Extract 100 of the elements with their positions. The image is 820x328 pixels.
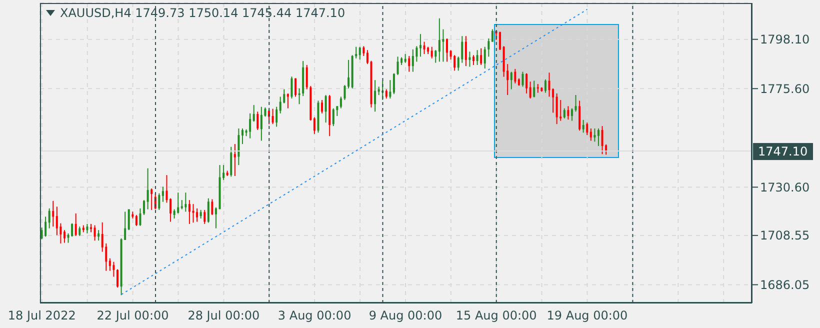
y-tick-label: 1775.60 bbox=[760, 82, 810, 96]
y-tick-label: 1730.60 bbox=[760, 180, 810, 194]
x-tick-label: 15 Aug 00:00 bbox=[456, 308, 537, 323]
candlestick bbox=[389, 80, 392, 99]
candlestick bbox=[570, 108, 573, 122]
candlestick bbox=[135, 214, 138, 226]
candlestick bbox=[204, 209, 206, 224]
candlestick bbox=[586, 122, 588, 136]
candlestick bbox=[98, 230, 100, 242]
candlestick bbox=[162, 186, 164, 202]
candlestick bbox=[548, 72, 550, 98]
candlestick bbox=[177, 192, 180, 214]
candlestick bbox=[234, 144, 236, 176]
candlestick bbox=[170, 198, 172, 222]
candlestick bbox=[396, 56, 399, 76]
candlestick bbox=[143, 200, 146, 216]
candlestick bbox=[196, 208, 198, 222]
candlestick bbox=[241, 128, 244, 145]
candlestick bbox=[340, 96, 342, 109]
candlestick bbox=[207, 198, 210, 224]
candlestick bbox=[601, 126, 604, 155]
candlestick bbox=[52, 200, 54, 228]
candlestick bbox=[510, 71, 512, 90]
candlestick bbox=[563, 108, 566, 119]
candlestick bbox=[78, 226, 81, 236]
candlestick bbox=[173, 208, 176, 219]
candlestick bbox=[374, 80, 376, 112]
candlestick bbox=[464, 36, 467, 67]
candlestick bbox=[286, 92, 289, 109]
candlestick bbox=[423, 41, 426, 55]
candlestick bbox=[514, 68, 516, 84]
y-tick-label: 1708.55 bbox=[760, 228, 810, 243]
candlestick bbox=[446, 38, 448, 62]
candlestick bbox=[63, 230, 66, 244]
candlestick bbox=[94, 224, 96, 242]
candlestick bbox=[476, 50, 478, 66]
candlestick bbox=[522, 71, 524, 88]
candlestick bbox=[578, 100, 581, 132]
candlestick bbox=[290, 76, 293, 99]
candlestick bbox=[468, 51, 471, 68]
ref-line-label: 1747.10 bbox=[758, 144, 808, 159]
candlestick bbox=[150, 188, 153, 210]
candlestick bbox=[533, 80, 536, 98]
candlestick bbox=[560, 100, 562, 122]
candlestick bbox=[590, 128, 592, 142]
candlestick bbox=[211, 198, 214, 216]
x-tick-label: 18 Jul 2022 bbox=[8, 308, 76, 323]
x-tick-label: 28 Jul 00:00 bbox=[188, 308, 260, 323]
candlestick bbox=[180, 200, 183, 210]
candlestick bbox=[214, 206, 217, 229]
candlestick bbox=[249, 112, 252, 139]
candlestick bbox=[348, 59, 350, 89]
chart-title: XAUUSD,H4 1749.73 1750.14 1745.44 1747.10 bbox=[60, 6, 346, 20]
candlestick bbox=[158, 192, 160, 210]
candlestick bbox=[480, 48, 482, 66]
candlestick bbox=[362, 46, 365, 56]
candlestick bbox=[461, 36, 464, 64]
candlestick bbox=[294, 78, 296, 98]
candlestick bbox=[416, 46, 418, 62]
candlestick bbox=[272, 108, 274, 125]
candlestick bbox=[298, 88, 300, 105]
candlestick bbox=[71, 222, 74, 238]
candlestick bbox=[128, 208, 130, 231]
candlestick bbox=[146, 168, 149, 210]
candlestick bbox=[556, 92, 558, 125]
y-tick-label: 1798.10 bbox=[760, 32, 810, 47]
candlestick bbox=[408, 55, 410, 72]
candlestick bbox=[484, 46, 486, 69]
candlestick bbox=[430, 46, 433, 59]
candlestick bbox=[324, 94, 327, 124]
candlestick bbox=[252, 104, 255, 122]
candlestick bbox=[582, 119, 584, 134]
candlestick bbox=[412, 48, 414, 72]
x-tick-label: 22 Jul 00:00 bbox=[96, 308, 169, 323]
candlestick bbox=[434, 50, 437, 64]
candlestick bbox=[276, 106, 278, 128]
candlestick bbox=[116, 268, 118, 288]
candlestick bbox=[48, 208, 50, 229]
candlestick bbox=[238, 128, 240, 166]
x-tick-label: 19 Aug 00:00 bbox=[546, 308, 628, 323]
candlestick bbox=[358, 46, 361, 60]
candlestick bbox=[256, 111, 259, 131]
candlestick bbox=[192, 204, 194, 224]
candlestick bbox=[454, 54, 456, 72]
candlestick bbox=[112, 261, 115, 278]
candlestick bbox=[597, 128, 600, 146]
candlestick bbox=[574, 94, 577, 112]
candlestick bbox=[567, 106, 570, 120]
candlestick bbox=[442, 28, 444, 62]
candlestick bbox=[472, 54, 474, 66]
candlestick bbox=[260, 106, 262, 142]
candlestick bbox=[526, 72, 528, 94]
candlestick bbox=[230, 146, 232, 178]
candlestick bbox=[306, 64, 308, 90]
candlestick bbox=[108, 258, 111, 272]
candlestick bbox=[332, 108, 334, 127]
candlestick bbox=[419, 34, 422, 58]
candlestick bbox=[188, 200, 190, 224]
y-tick-label: 1686.05 bbox=[760, 278, 810, 292]
candlestick bbox=[279, 96, 282, 114]
